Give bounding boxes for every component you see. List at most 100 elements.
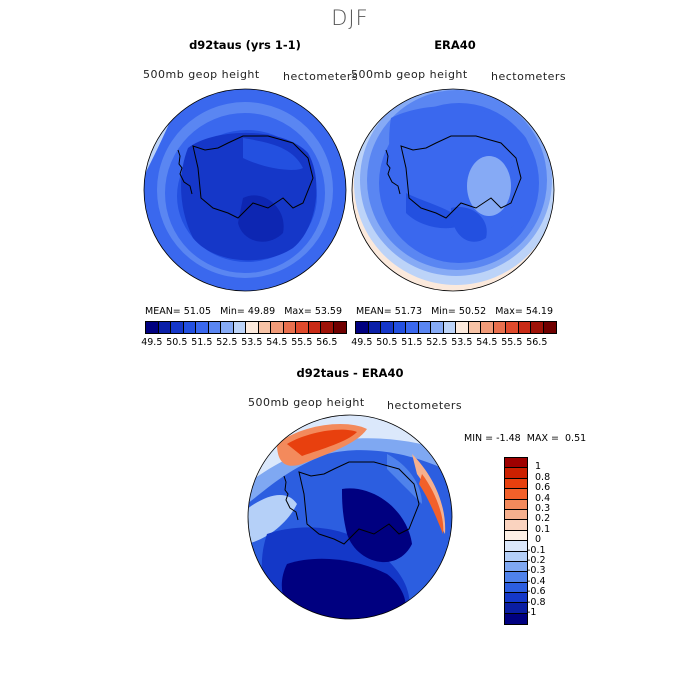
colorbar-tick-label: 0.6: [535, 482, 551, 494]
colorbar-segment: [505, 582, 527, 594]
colorbar-segment: [505, 530, 527, 542]
colorbar-tick-label: 54.5: [476, 337, 498, 348]
colorbar-segment: [505, 520, 527, 531]
colorbar-tick-label: -1: [527, 607, 537, 618]
mean-value: 51.05: [183, 306, 211, 317]
colorbar-tick-label: 55.5: [501, 337, 523, 348]
colorbar-segment: [505, 603, 527, 614]
colorbar-segment: [543, 322, 556, 333]
colorbar-tick-label: 54.5: [266, 337, 288, 348]
colorbar-tick-label: 1: [535, 461, 542, 473]
min-label: Min=: [220, 306, 245, 317]
colorbar-segment: [258, 322, 271, 333]
colorbar-segment: [171, 322, 184, 333]
colorbar-segment: [468, 322, 481, 333]
colorbar-segment: [283, 322, 296, 333]
colorbar-segment: [505, 458, 527, 469]
polar-map-obs: [351, 88, 555, 292]
colorbar-tick-label: 0.1: [535, 523, 551, 535]
colorbar-tick-label: -0.3: [527, 565, 546, 577]
colorbar-tick-label: 56.5: [526, 337, 548, 348]
panel-title-model: d92taus (yrs 1-1): [189, 38, 301, 52]
polar-map-model: [143, 88, 347, 292]
colorbar-segment: [505, 551, 527, 562]
stats-model: MEAN= 51.05 Min= 49.89 Max= 53.59: [145, 306, 355, 317]
colorbar-segment: [356, 322, 369, 333]
colorbar-model: [145, 321, 347, 334]
colorbar-segment: [368, 322, 381, 333]
colorbar-tick-label: 50.5: [166, 337, 188, 348]
min-value: -1.48: [496, 433, 521, 444]
min-value: 49.89: [247, 306, 276, 317]
colorbar-tick-label: -0.8: [527, 596, 546, 608]
colorbar-tick-label: 0.3: [535, 503, 551, 514]
colorbar-tick-label: 0.2: [535, 513, 551, 525]
stats-diff: MIN = -1.48 MAX = 0.51: [464, 433, 624, 444]
colorbar-tick-label: 0.4: [535, 492, 551, 504]
colorbar-segment: [505, 509, 527, 521]
units-label-model: hectometers: [283, 70, 359, 83]
polar-map-diff: [247, 414, 453, 620]
colorbar-segment: [505, 572, 527, 583]
colorbar-segment: [146, 322, 159, 333]
colorbar-segment: [505, 561, 527, 573]
colorbar-segment: [333, 322, 346, 333]
colorbar-segment: [505, 468, 527, 479]
colorbar-segment: [233, 322, 246, 333]
colorbar-segment: [531, 322, 544, 333]
colorbar-segment: [196, 322, 209, 333]
var-label-obs: 500mb geop height: [351, 68, 468, 81]
colorbar-ticks-diff: 1 0.8 0.6 0.4 0.3 0.2 0.1 0 -0.1 -0.2 -0.3 -0.4 -0.6…: [527, 457, 573, 627]
colorbar-segment: [456, 322, 469, 333]
colorbar-segment: [505, 593, 527, 604]
min-label: Min=: [431, 306, 456, 317]
colorbar-tick-label: -0.1: [527, 544, 546, 556]
colorbar-segment: [505, 613, 527, 625]
colorbar-diff: [504, 457, 528, 626]
colorbar-tick-label: 51.5: [191, 337, 213, 348]
colorbar-tick-label: -0.6: [527, 586, 546, 598]
colorbar-segment: [481, 322, 494, 333]
colorbar-tick-label: 52.5: [426, 337, 448, 348]
colorbar-ticks-model: 49.5 50.5 51.5 52.5 53.5 54.5 55.5 56.5: [137, 337, 353, 351]
colorbar-tick-label: 0.8: [535, 471, 551, 483]
colorbar-tick-label: -0.2: [527, 555, 546, 566]
var-label-model: 500mb geop height: [143, 68, 260, 81]
max-label: Max=: [495, 306, 523, 317]
colorbar-tick-label: 51.5: [401, 337, 423, 348]
max-value: 53.59: [314, 306, 343, 317]
colorbar-segment: [406, 322, 419, 333]
colorbar-segment: [208, 322, 221, 333]
panel-title-obs: ERA40: [434, 38, 476, 52]
colorbar-segment: [393, 322, 406, 333]
max-value: 54.19: [525, 306, 554, 317]
colorbar-tick-label: 50.5: [376, 337, 398, 348]
colorbar-segment: [246, 322, 259, 333]
max-label: MAX =: [526, 433, 559, 444]
min-value: 50.52: [458, 306, 487, 317]
colorbar-segment: [505, 478, 527, 490]
colorbar-tick-label: 0: [535, 534, 542, 546]
max-label: Max=: [284, 306, 312, 317]
colorbar-tick-label: 53.5: [451, 337, 473, 348]
colorbar-segment: [158, 322, 171, 333]
colorbar-segment: [183, 322, 196, 333]
mean-label: MEAN=: [145, 306, 181, 317]
colorbar-segment: [505, 499, 527, 510]
colorbar-segment: [296, 322, 309, 333]
colorbar-segment: [431, 322, 444, 333]
colorbar-segment: [518, 322, 531, 333]
min-label: MIN =: [464, 433, 494, 444]
colorbar-segment: [271, 322, 284, 333]
colorbar-obs: [355, 321, 557, 334]
var-label-diff: 500mb geop height: [248, 396, 365, 409]
colorbar-segment: [493, 322, 506, 333]
colorbar-segment: [308, 322, 321, 333]
mean-value: 51.73: [394, 306, 422, 317]
colorbar-segment: [418, 322, 431, 333]
colorbar-segment: [443, 322, 456, 333]
max-value: 0.51: [565, 433, 587, 444]
colorbar-tick-label: 56.5: [316, 337, 338, 348]
units-label-diff: hectometers: [387, 399, 463, 412]
main-title: DJF: [331, 6, 369, 30]
